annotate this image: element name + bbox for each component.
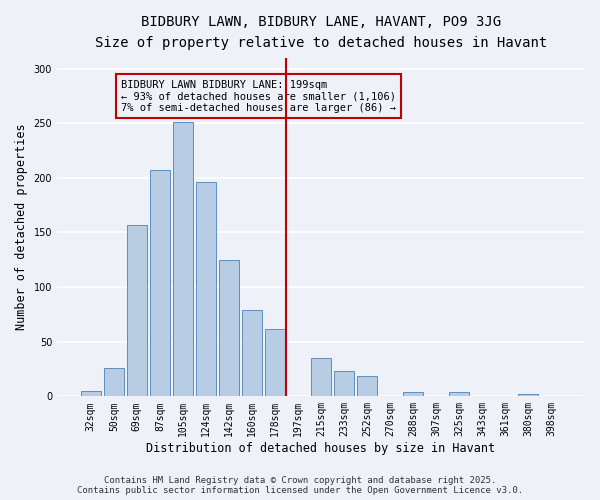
Bar (219, 260, 239, 396)
Bar (518, 394, 538, 396)
X-axis label: Distribution of detached houses by size in Havant: Distribution of detached houses by size … (146, 442, 496, 455)
Bar (81, 391, 101, 396)
Text: BIDBURY LAWN BIDBURY LANE: 199sqm
← 93% of detached houses are smaller (1,106)
7: BIDBURY LAWN BIDBURY LANE: 199sqm ← 93% … (121, 80, 396, 113)
Title: BIDBURY LAWN, BIDBURY LANE, HAVANT, PO9 3JG
Size of property relative to detache: BIDBURY LAWN, BIDBURY LANE, HAVANT, PO9 … (95, 15, 547, 50)
Bar (242, 310, 262, 396)
Bar (127, 225, 146, 396)
Bar (357, 376, 377, 396)
Bar (265, 328, 285, 396)
Bar (449, 392, 469, 396)
Y-axis label: Number of detached properties: Number of detached properties (15, 124, 28, 330)
Text: Contains HM Land Registry data © Crown copyright and database right 2025.
Contai: Contains HM Land Registry data © Crown c… (77, 476, 523, 495)
Bar (104, 368, 124, 396)
Bar (150, 170, 170, 396)
Bar (173, 122, 193, 396)
Bar (403, 392, 423, 396)
Bar (311, 358, 331, 397)
Bar (334, 371, 354, 396)
Bar (196, 182, 216, 396)
